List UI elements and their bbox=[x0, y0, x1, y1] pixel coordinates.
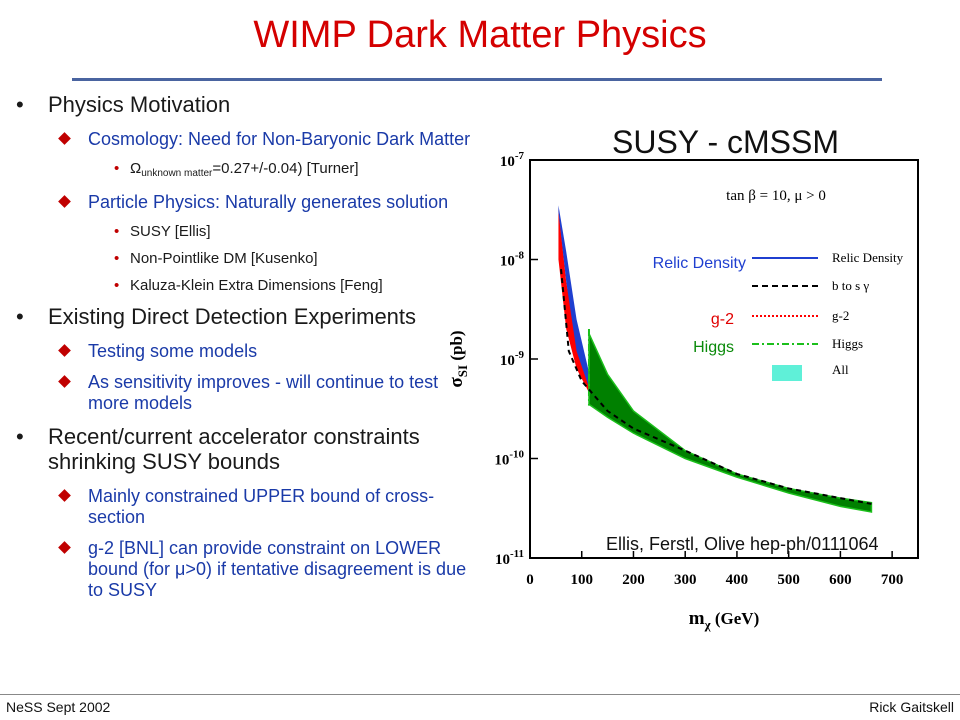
footer-divider bbox=[0, 694, 960, 695]
relic-density-overlay-label: Relic Density bbox=[653, 255, 746, 272]
plot-frame bbox=[529, 159, 919, 559]
legend-label: Higgs bbox=[832, 336, 863, 351]
bullet-accelerator-constraints: • Recent/current accelerator constraints … bbox=[16, 424, 420, 474]
y-tick-label: 10-7 bbox=[500, 150, 525, 170]
bullet-direct-detection: • Existing Direct Detection Experiments bbox=[16, 304, 417, 329]
b-to-s-gamma-curve bbox=[560, 269, 872, 505]
sub-bullet-sensitivity: As sensitivity improves - will continue … bbox=[14, 372, 474, 414]
x-tick-label: 200 bbox=[622, 572, 645, 588]
y-tick-label: 10-10 bbox=[494, 449, 524, 469]
sub-sub-bullet-susy: • SUSY [Ellis] bbox=[114, 223, 211, 240]
legend-label: g-2 bbox=[832, 308, 849, 323]
bullet-text: Existing Direct Detection Experiments bbox=[48, 304, 417, 329]
y-tick-label: 10-8 bbox=[500, 250, 525, 270]
omega-symbol: Ω bbox=[130, 160, 142, 177]
bullet-text: Kaluza-Klein Extra Dimensions [Feng] bbox=[130, 277, 383, 294]
legend-swatch-all bbox=[772, 365, 802, 381]
slide-title: WIMP Dark Matter Physics bbox=[253, 14, 707, 56]
x-axis-label: mχ (GeV) bbox=[689, 608, 759, 632]
chart-heading: SUSY - cMSSM bbox=[612, 124, 839, 160]
bullet-text: Cosmology: Need for Non-Baryonic Dark Ma… bbox=[88, 129, 471, 149]
x-tick-label: 500 bbox=[777, 572, 800, 588]
sub-sub-bullet-nonpointlike: • Non-Pointlike DM [Kusenko] bbox=[114, 250, 318, 267]
y-axis-label: σSI (pb) bbox=[446, 330, 470, 387]
bullet-text: Recent/current accelerator constraints s… bbox=[48, 424, 420, 474]
sub-bullet-particle-physics: Particle Physics: Naturally generates so… bbox=[14, 192, 474, 213]
bullet-text: Particle Physics: Naturally generates so… bbox=[88, 192, 449, 212]
higgs-overlay-label: Higgs bbox=[693, 339, 734, 356]
sub-bullet-testing-models: Testing some models bbox=[14, 341, 474, 362]
footer-event: NeSS Sept 2002 bbox=[6, 699, 111, 715]
legend-label: b to s γ bbox=[832, 278, 869, 293]
legend-label: Relic Density bbox=[832, 250, 904, 265]
bullet-text: g-2 [BNL] can provide constraint on LOWE… bbox=[88, 538, 467, 600]
sub-bullet-upper-bound: Mainly constrained UPPER bound of cross-… bbox=[14, 486, 474, 528]
citation-label: Ellis, Ferstl, Olive hep-ph/0111064 bbox=[606, 534, 878, 554]
bullet-physics-motivation: • Physics Motivation bbox=[16, 92, 231, 117]
x-tick-label: 700 bbox=[881, 572, 904, 588]
sub-bullet-g2-bnl: g-2 [BNL] can provide constraint on LOWE… bbox=[14, 538, 474, 601]
x-tick-label: 600 bbox=[829, 572, 852, 588]
y-tick-label: 10-9 bbox=[500, 349, 525, 369]
allowed-region bbox=[588, 333, 873, 513]
bullet-text: Physics Motivation bbox=[48, 92, 231, 117]
sub-sub-bullet-omega: • Ωunknown matter=0.27+/-0.04) [Turner] bbox=[114, 160, 359, 179]
title-underline bbox=[72, 78, 882, 81]
bullet-text: SUSY [Ellis] bbox=[130, 223, 211, 240]
x-tick-label: 400 bbox=[726, 572, 749, 588]
bullet-text: As sensitivity improves - will continue … bbox=[88, 372, 439, 413]
relic-density-region bbox=[558, 205, 590, 389]
x-tick-label: 100 bbox=[570, 572, 593, 588]
g2-overlay-label: g-2 bbox=[711, 311, 734, 328]
bullet-text: Mainly constrained UPPER bound of cross-… bbox=[88, 486, 435, 527]
x-tick-label: 300 bbox=[674, 572, 697, 588]
sub-sub-bullet-kaluza-klein: • Kaluza-Klein Extra Dimensions [Feng] bbox=[114, 277, 383, 294]
legend-label: All bbox=[832, 362, 849, 377]
bullet-list: • Physics Motivation Cosmology: Need for … bbox=[14, 92, 474, 611]
model-parameters-label: tan β = 10, μ > 0 bbox=[726, 188, 826, 204]
sub-bullet-cosmology: Cosmology: Need for Non-Baryonic Dark Ma… bbox=[14, 129, 474, 150]
bullet-text: Non-Pointlike DM [Kusenko] bbox=[130, 250, 318, 267]
bullet-text: Testing some models bbox=[88, 341, 258, 361]
footer-author: Rick Gaitskell bbox=[869, 699, 954, 715]
omega-value: =0.27+/-0.04) [Turner] bbox=[212, 160, 359, 177]
omega-subscript: unknown matter bbox=[141, 168, 213, 179]
x-tick-label: 0 bbox=[526, 572, 534, 588]
y-tick-label: 10-11 bbox=[495, 548, 524, 568]
